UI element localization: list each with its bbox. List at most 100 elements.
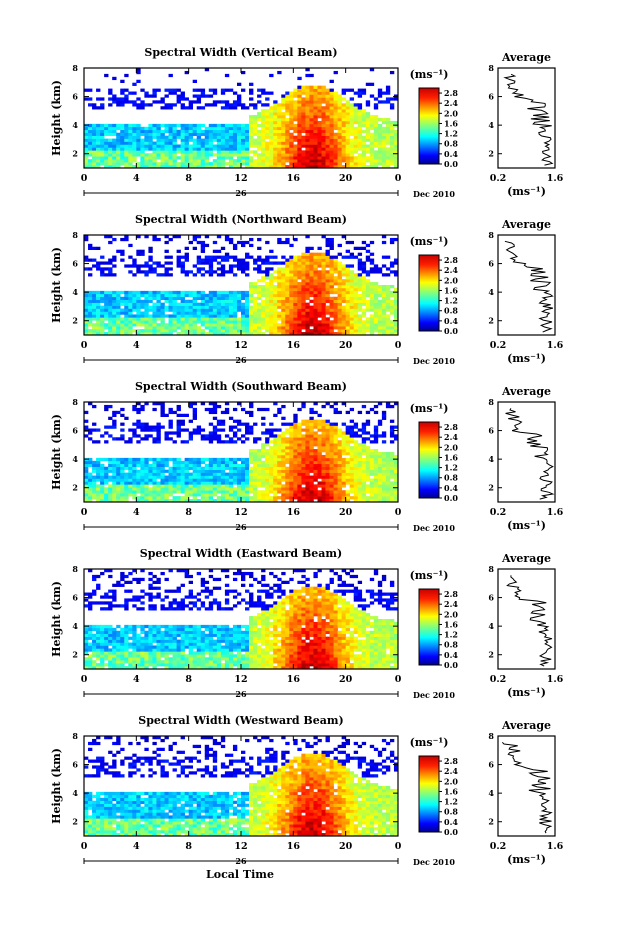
heatmap-cell — [88, 153, 93, 157]
heatmap-cell — [261, 276, 266, 280]
heatmap-cell — [277, 106, 282, 110]
heatmap-cell — [301, 97, 306, 101]
heatmap-cell — [108, 91, 113, 95]
heatmap-cell — [92, 103, 97, 107]
heatmap-cell — [176, 258, 181, 262]
heatmap-cell — [301, 466, 306, 470]
heatmap-cell — [301, 499, 306, 503]
heatmap-cell — [381, 144, 387, 148]
heatmap-cell — [228, 147, 234, 151]
heatmap-cell — [281, 460, 286, 465]
heatmap-cell — [116, 326, 121, 330]
heatmap-cell — [341, 126, 346, 131]
average-y-tick-label: 2 — [488, 149, 494, 159]
heatmap-cell — [281, 97, 286, 101]
heatmap-cell — [168, 332, 173, 336]
heatmap-cell — [96, 88, 101, 92]
heatmap-cell — [212, 103, 218, 107]
heatmap-cell — [337, 106, 342, 110]
heatmap-cell — [108, 490, 113, 494]
heatmap-cell — [301, 490, 306, 494]
heatmap-cell — [353, 323, 359, 327]
heatmap-cell — [220, 270, 226, 274]
heatmap-cell — [337, 267, 342, 271]
heatmap-cell — [84, 258, 89, 262]
heatmap-cell — [108, 153, 113, 157]
heatmap-cell — [317, 481, 322, 485]
heatmap-cell — [204, 481, 210, 485]
heatmap-cell — [140, 404, 145, 409]
y-tick-label: 4 — [72, 120, 78, 130]
heatmap-cell — [128, 323, 133, 327]
heatmap-cell — [136, 79, 141, 83]
heatmap-cell — [192, 305, 198, 309]
heatmap-cell — [249, 129, 254, 133]
heatmap-cell — [329, 454, 334, 459]
heatmap-cell — [357, 469, 363, 473]
heatmap-cell — [365, 457, 371, 462]
heatmap-cell — [337, 475, 342, 479]
heatmap-cell — [313, 279, 318, 283]
heatmap-cell — [204, 159, 210, 163]
heatmap-cell — [224, 144, 230, 148]
heatmap-cell — [261, 326, 266, 330]
heatmap-cell — [172, 159, 177, 163]
heatmap-cell — [232, 407, 238, 412]
heatmap-cell — [273, 279, 278, 283]
heatmap-cell — [321, 282, 326, 286]
heatmap-cell — [257, 302, 262, 306]
heatmap-cell — [357, 135, 363, 139]
heatmap-cell — [204, 326, 210, 330]
heatmap-cell — [160, 490, 165, 494]
heatmap-cell — [96, 261, 101, 265]
heatmap-cell — [112, 314, 117, 318]
heatmap-cell — [148, 299, 153, 303]
heatmap-cell — [265, 147, 270, 151]
heatmap-cell — [325, 109, 330, 113]
heatmap-cell — [172, 293, 177, 298]
heatmap-cell — [84, 235, 89, 239]
heatmap-cell — [357, 118, 363, 122]
heatmap-cell — [353, 484, 359, 488]
heatmap-cell — [120, 132, 125, 136]
heatmap-cell — [116, 463, 121, 467]
heatmap-cell — [377, 332, 383, 336]
heatmap-cell — [216, 273, 222, 277]
heatmap-cell — [241, 422, 246, 426]
heatmap-cell — [156, 293, 161, 298]
heatmap-cell — [309, 141, 314, 145]
heatmap-cell — [269, 296, 274, 300]
heatmap-cell — [204, 270, 210, 274]
heatmap-cell — [232, 475, 238, 479]
heatmap-cell — [357, 434, 363, 438]
heatmap-cell — [361, 475, 367, 479]
heatmap-cell — [321, 419, 326, 423]
heatmap-cell — [144, 141, 149, 145]
heatmap-cell — [373, 118, 379, 122]
heatmap-cell — [128, 153, 133, 157]
heatmap-cell — [108, 129, 113, 133]
heatmap-cell — [164, 123, 169, 128]
heatmap-cell — [361, 443, 367, 447]
heatmap-cell — [273, 413, 278, 417]
heatmap-cell — [337, 317, 342, 321]
heatmap-cell — [100, 457, 105, 462]
heatmap-cell — [373, 126, 379, 131]
heatmap-cell — [293, 493, 298, 497]
heatmap-cell — [293, 413, 298, 417]
heatmap-cell — [357, 302, 363, 306]
heatmap-cell — [156, 466, 161, 470]
heatmap-cell — [337, 487, 342, 491]
heatmap-cell — [297, 287, 302, 292]
heatmap-cell — [365, 258, 371, 262]
heatmap-cell — [265, 150, 270, 154]
heatmap-cell — [156, 261, 161, 265]
heatmap-cell — [168, 478, 173, 482]
heatmap-cell — [321, 478, 326, 482]
heatmap-cell — [333, 100, 338, 104]
heatmap-cell — [176, 419, 181, 423]
heatmap-cell — [180, 469, 185, 473]
heatmap-cell — [136, 150, 141, 154]
heatmap-cell — [357, 112, 363, 116]
heatmap-cell — [389, 323, 395, 327]
